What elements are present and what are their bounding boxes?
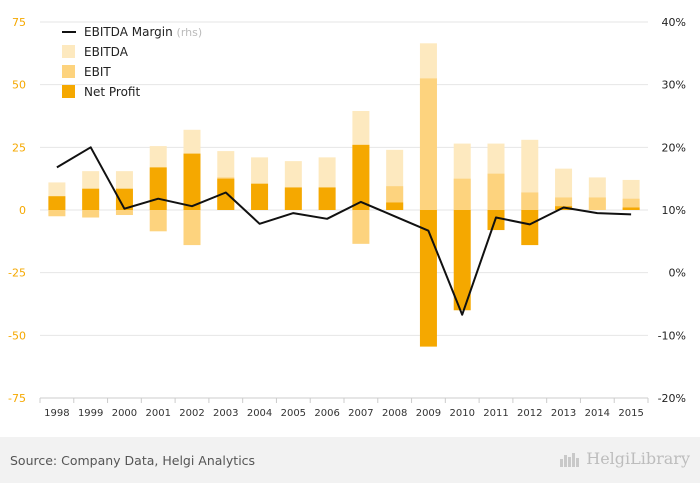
y-left-tick-label: -75: [8, 392, 26, 405]
bar-net-profit: [284, 187, 302, 210]
bar-net-profit: [149, 167, 167, 210]
legend-label-ebitda-margin: EBITDA Margin (rhs): [84, 25, 202, 39]
x-tick-label: 2007: [348, 408, 373, 419]
y-right-tick-label: 10%: [662, 204, 686, 217]
x-tick-label: 2003: [213, 408, 238, 419]
bar-ebit: [352, 210, 370, 244]
bar-net-profit: [386, 202, 404, 210]
axes: 75 50 25 0 -25 -50 -75 40% 30% 20% 10% 0% -10% -20% 19…: [8, 16, 686, 419]
chart: 75 50 25 0 -25 -50 -75 40% 30% 20% 10% 0% -10% -20% 19…: [8, 16, 686, 419]
y-right-tick-label: 40%: [662, 16, 686, 29]
bar-ebit: [521, 192, 539, 210]
legend-swatch-ebit: [62, 65, 75, 78]
brand-name: HelgiLibrary: [586, 449, 690, 468]
y-left-tick-label: -50: [8, 329, 26, 342]
x-tick-label: 2010: [449, 408, 474, 419]
y-right-tick-label: 30%: [662, 79, 686, 92]
x-tick-label: 2011: [483, 408, 508, 419]
bar-ebit: [183, 210, 201, 246]
y-left-tick-label: 0: [19, 204, 26, 217]
x-tick-label: 2009: [416, 408, 441, 419]
x-tick-label: 2002: [179, 408, 204, 419]
x-tick-label: 1998: [44, 408, 69, 419]
brand: HelgiLibrary: [560, 449, 690, 468]
y-left-tick-label: -25: [8, 267, 26, 280]
library-logo-icon: [560, 451, 582, 467]
x-tick-label: 2005: [281, 408, 306, 419]
bar-net-profit: [115, 188, 133, 210]
bar-ebit: [115, 210, 133, 216]
bar-ebit: [82, 210, 100, 218]
legend-swatch-ebitda: [62, 45, 75, 58]
x-tick-label: 2006: [314, 408, 339, 419]
footer: Source: Company Data, Helgi Analytics He…: [0, 437, 700, 483]
bar-net-profit: [622, 207, 640, 210]
y-right-tick-label: -20%: [658, 392, 686, 405]
x-tick-label: 2000: [112, 408, 137, 419]
y-right-tick-label: 0%: [669, 267, 686, 280]
legend-label-ebitda: EBITDA: [84, 45, 129, 59]
bar-ebit: [48, 210, 66, 217]
x-tick-label: 2008: [382, 408, 407, 419]
source-text: Source: Company Data, Helgi Analytics: [10, 453, 256, 468]
bar-net-profit: [318, 187, 336, 210]
bar-net-profit: [82, 188, 100, 210]
legend-label-ebit: EBIT: [84, 65, 111, 79]
y-left-tick-label: 50: [12, 79, 26, 92]
bar-net-profit: [419, 210, 437, 347]
bar-net-profit: [251, 183, 269, 210]
y-left-tick-label: 75: [12, 16, 26, 29]
bar-net-profit: [521, 210, 539, 246]
y-right-tick-label: 20%: [662, 141, 686, 154]
bar-net-profit: [217, 178, 235, 210]
bar-ebit: [487, 173, 505, 210]
y-right-tick-label: -10%: [658, 329, 686, 342]
x-tick-label: 2012: [517, 408, 542, 419]
x-tick-label: 2015: [618, 408, 643, 419]
bar-net-profit: [453, 210, 471, 311]
series-line-ebitda-margin: [56, 146, 632, 316]
legend-swatch-net-profit: [62, 85, 75, 98]
bar-ebit: [149, 210, 167, 232]
bar-net-profit: [352, 144, 370, 210]
x-tick-label: 2004: [247, 408, 272, 419]
legend-label-net-profit: Net Profit: [84, 85, 140, 99]
legend-label-rhs: (rhs): [177, 26, 203, 39]
margin-line: [56, 146, 632, 316]
bar-net-profit: [183, 153, 201, 210]
bar-net-profit: [48, 196, 66, 210]
bar-ebit: [419, 78, 437, 211]
x-tick-label: 2001: [145, 408, 170, 419]
legend: EBITDA Margin (rhs) EBITDA EBIT Net Profit: [62, 25, 202, 99]
bar-ebit: [453, 178, 471, 210]
y-left-tick-label: 25: [12, 141, 26, 154]
x-tick-label: 2014: [585, 408, 610, 419]
bar-ebit: [588, 197, 606, 210]
bar-ebit: [622, 198, 640, 210]
x-tick-label: 2013: [551, 408, 576, 419]
x-tick-label: 1999: [78, 408, 103, 419]
